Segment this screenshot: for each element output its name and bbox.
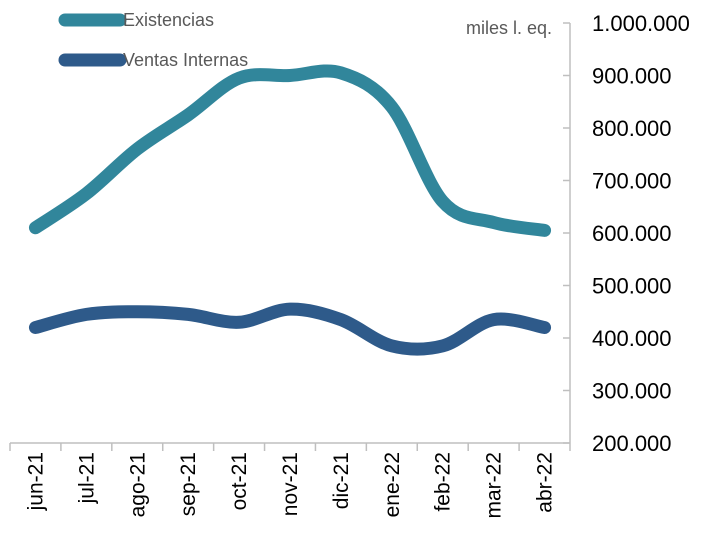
x-tick-label-mar-22: mar-22 xyxy=(483,452,506,519)
data-point-existencias-jun-21 xyxy=(34,227,36,229)
y-tick-label: 500.000 xyxy=(592,274,672,299)
y-tick-label: 900.000 xyxy=(592,64,672,89)
data-point-ventas-internas-ago-21 xyxy=(136,311,138,313)
axes xyxy=(9,22,571,451)
legend-item-ventas-internas: Ventas Internas xyxy=(58,50,248,70)
data-point-existencias-oct-21 xyxy=(238,77,240,79)
data-point-ventas-internas-ene-22 xyxy=(391,345,393,347)
series-line-ventas-internas xyxy=(28,302,552,356)
data-point-ventas-internas-dic-21 xyxy=(340,319,342,321)
data-point-existencias-mar-22 xyxy=(493,222,495,224)
x-tick-label-feb-22: feb-22 xyxy=(432,452,455,512)
data-point-ventas-internas-mar-22 xyxy=(493,319,495,321)
legend-label-ventas-internas: Ventas Internas xyxy=(123,50,248,70)
data-point-existencias-sep-21 xyxy=(187,114,189,116)
data-point-ventas-internas-jun-21 xyxy=(34,327,36,329)
y-tick-label: 800.000 xyxy=(592,116,672,141)
x-tick-label-ene-22: ene-22 xyxy=(381,452,404,517)
x-tick-label-oct-21: oct-21 xyxy=(228,452,251,510)
data-point-existencias-dic-21 xyxy=(340,72,342,74)
unit-label: miles l. eq. xyxy=(466,18,552,38)
data-point-ventas-internas-feb-22 xyxy=(442,345,444,347)
x-tick-label-dic-21: dic-21 xyxy=(330,452,353,509)
data-point-ventas-internas-oct-21 xyxy=(238,321,240,323)
legend-label-existencias: Existencias xyxy=(123,10,214,30)
data-point-existencias-nov-21 xyxy=(289,75,291,77)
y-tick-label: 1.000.000 xyxy=(592,11,690,36)
data-point-ventas-internas-sep-21 xyxy=(187,313,189,315)
y-tick-labels: 200.000 300.000 400.000 500.000 600.000 700.0… xyxy=(592,11,690,456)
data-point-ventas-internas-jul-21 xyxy=(85,313,87,315)
data-point-ventas-internas-abr-22 xyxy=(544,327,546,329)
legend-item-existencias: Existencias xyxy=(58,10,214,30)
x-tick-label-sep-21: sep-21 xyxy=(177,452,200,516)
x-tick-label-jul-21: jul-21 xyxy=(75,452,98,504)
x-tick-label-ago-21: ago-21 xyxy=(126,452,149,517)
y-tick-label: 700.000 xyxy=(592,169,672,194)
x-tick-labels: jun-21 jul-21 ago-21 sep-21 oct-21 nov-21 dic-… xyxy=(24,452,556,519)
y-tick-label: 200.000 xyxy=(592,431,672,456)
series-lines xyxy=(28,64,552,356)
data-point-existencias-ago-21 xyxy=(136,148,138,150)
data-point-existencias-jul-21 xyxy=(85,193,87,195)
legend: Existencias Ventas Internas xyxy=(58,10,248,70)
data-point-ventas-internas-nov-21 xyxy=(289,308,291,310)
data-point-existencias-abr-22 xyxy=(544,229,546,231)
data-point-existencias-feb-22 xyxy=(442,201,444,203)
series-line-existencias xyxy=(28,64,552,237)
y-tick-label: 400.000 xyxy=(592,326,672,351)
x-tick-label-nov-21: nov-21 xyxy=(279,452,302,516)
y-tick-label: 300.000 xyxy=(592,379,672,404)
y-tick-label: 600.000 xyxy=(592,221,672,246)
x-tick-label-abr-22: abr-22 xyxy=(534,452,557,513)
x-tick-label-jun-21: jun-21 xyxy=(24,452,47,511)
data-point-existencias-ene-22 xyxy=(391,106,393,108)
